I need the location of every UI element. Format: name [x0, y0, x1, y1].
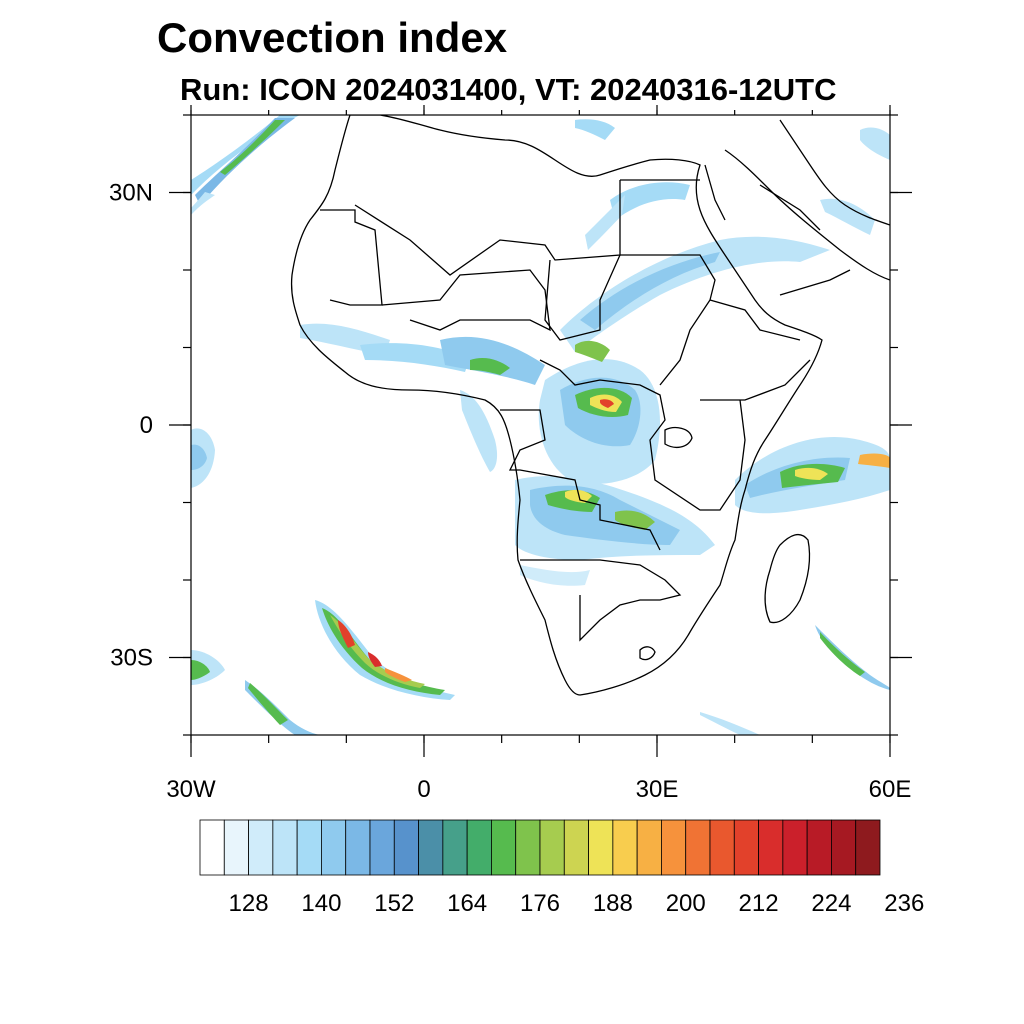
border-chad-sudan	[544, 254, 716, 386]
convection-cell-south-atlantic	[315, 600, 455, 700]
lat-tick-label: 30S	[110, 645, 153, 672]
convection-cell-arabia	[575, 119, 890, 235]
border-central-1	[539, 359, 746, 511]
colorbar-label: 236	[884, 890, 924, 917]
border-west-2	[354, 180, 621, 276]
border-west-1	[320, 209, 383, 306]
colorbar-swatch	[685, 819, 711, 876]
colorbar-label: 224	[811, 890, 851, 917]
colorbar-swatch	[661, 819, 687, 876]
colorbar-swatch	[636, 819, 662, 876]
lake-victoria	[664, 427, 693, 449]
colorbar-swatch	[782, 819, 808, 876]
colorbar-swatch	[612, 819, 638, 876]
convection-cell-southeast-indian	[700, 625, 890, 735]
lat-tick-label: 30N	[109, 180, 153, 207]
colorbar-label: 152	[374, 890, 414, 917]
convection-cell-northwest-atlantic	[191, 115, 300, 215]
colorbar-swatch	[758, 819, 784, 876]
lon-tick-label: 30W	[166, 776, 216, 803]
colorbar-swatch	[418, 819, 444, 876]
border-sahel	[381, 269, 551, 332]
colorbar-swatch	[491, 819, 517, 876]
colorbar-label: 188	[593, 890, 633, 917]
coastline-arabia	[724, 119, 890, 281]
colorbar-swatch	[321, 819, 347, 876]
map-title: Convection index	[157, 14, 508, 61]
coastline-africa	[290, 115, 823, 696]
border-central-2	[500, 409, 661, 551]
convection-cell-angola-zambia	[515, 476, 715, 586]
convection-field	[191, 115, 890, 735]
colorbar-label: 176	[520, 890, 560, 917]
colorbar-swatch	[199, 819, 225, 876]
colorbar-swatch	[733, 819, 759, 876]
lon-tick-label: 0	[417, 776, 430, 803]
colorbar-swatch	[442, 819, 468, 876]
colorbar-label: 200	[666, 890, 706, 917]
lat-tick-label: 0	[140, 412, 153, 439]
lon-tick-label: 60E	[869, 776, 912, 803]
colorbar-swatch	[831, 819, 857, 876]
colorbar-swatch	[466, 819, 492, 876]
colorbar-label: 128	[229, 890, 269, 917]
border-arabia	[759, 184, 851, 296]
convection-cell-central-africa	[538, 340, 660, 484]
border-horn	[700, 299, 811, 401]
map-borders	[290, 115, 890, 696]
axis-labels: 30W 0 30E 60E 30N 0 30S	[109, 180, 911, 804]
colorbar-swatch	[345, 819, 371, 876]
convection-cell-northeast-africa	[560, 182, 830, 352]
coastline-madagascar	[764, 533, 811, 624]
axis-ticks	[169, 105, 912, 757]
colorbar-swatch	[855, 819, 881, 876]
colorbar-swatch	[272, 819, 298, 876]
colorbar-swatch	[588, 819, 614, 876]
colorbar-label: 164	[447, 890, 487, 917]
colorbar-swatch	[563, 819, 589, 876]
colorbar-swatch	[248, 819, 274, 876]
convection-cell-west-africa	[300, 323, 545, 472]
colorbar-swatch	[709, 819, 735, 876]
map-subtitle: Run: ICON 2024031400, VT: 20240316-12UTC	[180, 72, 837, 107]
colorbar-labels: 128 140 152 164 176 188 200 212 224 236	[229, 890, 925, 917]
convection-cell-indian-ocean	[735, 436, 890, 514]
colorbar-swatch	[296, 819, 322, 876]
colorbar-swatch	[539, 819, 565, 876]
lon-tick-label: 30E	[636, 776, 679, 803]
colorbar-label: 140	[301, 890, 341, 917]
convection-cell-equatorial-atlantic	[191, 428, 215, 488]
colorbar-swatch	[515, 819, 541, 876]
lesotho	[639, 646, 656, 661]
colorbar-label: 212	[739, 890, 779, 917]
convection-cell-southwest-atlantic	[191, 650, 320, 735]
border-egypt	[620, 164, 726, 221]
colorbar	[199, 819, 881, 876]
border-south-1	[520, 559, 682, 642]
colorbar-swatch	[393, 819, 419, 876]
colorbar-swatch	[806, 819, 832, 876]
colorbar-swatch	[369, 819, 395, 876]
colorbar-swatch	[223, 819, 249, 876]
